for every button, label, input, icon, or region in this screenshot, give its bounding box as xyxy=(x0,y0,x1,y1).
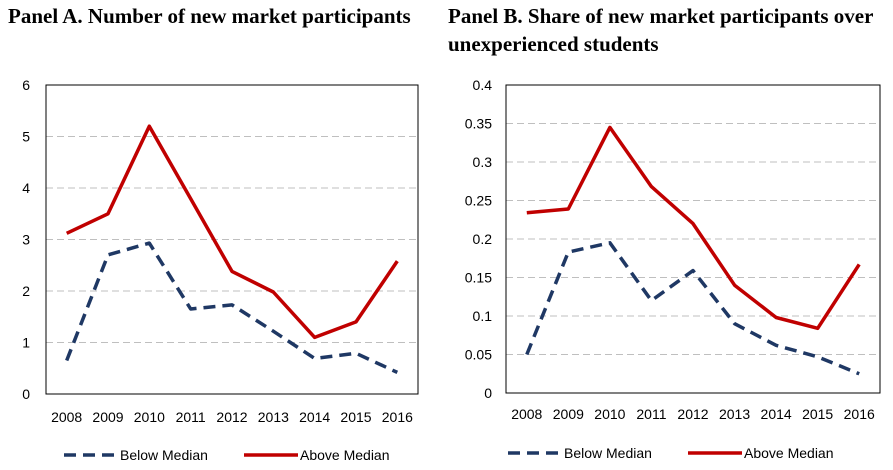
panel-a-title: Panel A. Number of new market participan… xyxy=(8,4,411,28)
y-tick-label: 0.15 xyxy=(465,270,492,286)
x-tick-label: 2016 xyxy=(382,409,413,425)
x-tick-label: 2012 xyxy=(216,409,247,425)
legend-label: Below Median xyxy=(120,447,208,463)
y-tick-label: 0 xyxy=(484,385,492,401)
x-tick-label: 2009 xyxy=(553,406,584,422)
y-tick-label: 3 xyxy=(22,232,30,248)
y-tick-label: 2 xyxy=(22,283,30,299)
x-tick-label: 2012 xyxy=(677,406,708,422)
x-tick-label: 2014 xyxy=(299,409,330,425)
x-tick-label: 2008 xyxy=(51,409,82,425)
y-tick-label: 0.4 xyxy=(473,77,493,93)
x-tick-label: 2008 xyxy=(511,406,542,422)
y-tick-label: 0.1 xyxy=(473,308,493,324)
legend-label: Below Median xyxy=(564,445,652,461)
plot-area-border xyxy=(505,84,881,394)
y-tick-label: 0.05 xyxy=(465,347,492,363)
series-line-below-median xyxy=(65,241,399,374)
x-tick-label: 2009 xyxy=(92,409,123,425)
series-line-above-median xyxy=(65,124,399,340)
x-tick-label: 2014 xyxy=(761,406,792,422)
y-tick-label: 6 xyxy=(22,77,30,93)
x-tick-label: 2013 xyxy=(719,406,750,422)
x-tick-label: 2011 xyxy=(636,406,666,422)
x-tick-label: 2015 xyxy=(340,409,371,425)
x-tick-label: 2011 xyxy=(176,409,206,425)
x-tick-label: 2015 xyxy=(802,406,833,422)
y-tick-label: 0 xyxy=(22,386,30,402)
y-tick-label: 0.25 xyxy=(465,193,492,209)
y-tick-label: 0.35 xyxy=(465,116,492,132)
x-tick-label: 2010 xyxy=(594,406,625,422)
x-tick-label: 2013 xyxy=(258,409,289,425)
y-tick-label: 4 xyxy=(22,180,30,196)
y-tick-label: 5 xyxy=(22,129,30,145)
panel-b-title: Panel B. Share of new market participant… xyxy=(448,4,874,56)
x-tick-label: 2016 xyxy=(844,406,875,422)
series-line-below-median xyxy=(525,241,860,376)
x-tick-label: 2010 xyxy=(134,409,165,425)
legend-label: Above Median xyxy=(300,447,390,463)
y-tick-label: 1 xyxy=(22,335,30,351)
y-tick-label: 0.3 xyxy=(473,154,493,170)
legend-label: Above Median xyxy=(744,445,834,461)
y-tick-label: 0.2 xyxy=(473,231,493,247)
series-line-above-median xyxy=(526,125,861,331)
plot-area-border xyxy=(45,84,419,395)
